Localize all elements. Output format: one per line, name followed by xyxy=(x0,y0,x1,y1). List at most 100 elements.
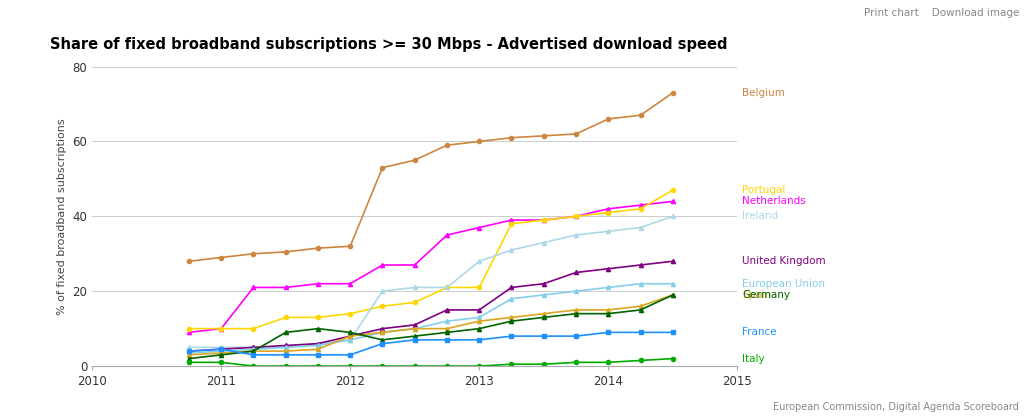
France xyxy=(377,341,389,346)
Belgium xyxy=(602,116,614,121)
Ireland xyxy=(570,233,583,238)
Netherlands xyxy=(538,218,550,223)
United Kingdom xyxy=(441,307,454,312)
Belgium xyxy=(635,113,647,118)
Germany xyxy=(409,334,421,339)
Italy xyxy=(183,360,196,365)
Germany xyxy=(473,326,485,331)
Belgium xyxy=(183,259,196,264)
United Kingdom xyxy=(602,266,614,271)
Portugal xyxy=(570,214,583,219)
France xyxy=(635,330,647,335)
Italy xyxy=(377,364,389,369)
Belgium xyxy=(538,133,550,138)
European Union xyxy=(570,289,583,294)
Netherlands xyxy=(667,199,679,204)
Ireland xyxy=(602,229,614,234)
Portugal xyxy=(409,300,421,305)
Italy xyxy=(280,364,292,369)
Italy xyxy=(441,364,454,369)
Line: France: France xyxy=(186,330,675,357)
France xyxy=(215,347,227,352)
Line: Germany: Germany xyxy=(186,293,675,361)
Belgium xyxy=(570,131,583,136)
Text: Ireland: Ireland xyxy=(742,211,778,221)
Germany xyxy=(538,315,550,320)
Ireland xyxy=(312,341,325,346)
Italy xyxy=(344,364,356,369)
Netherlands xyxy=(183,330,196,335)
Germany xyxy=(183,356,196,361)
European Union xyxy=(667,281,679,286)
Germany xyxy=(602,311,614,316)
Portugal xyxy=(538,218,550,223)
Text: Share of fixed broadband subscriptions >= 30 Mbps - Advertised download speed: Share of fixed broadband subscriptions >… xyxy=(50,37,728,52)
Netherlands xyxy=(473,225,485,230)
Belgium xyxy=(215,255,227,260)
Text: France: France xyxy=(742,327,777,337)
France xyxy=(473,337,485,342)
Portugal xyxy=(473,285,485,290)
European Union xyxy=(248,347,260,352)
Text: Netherlands: Netherlands xyxy=(742,196,806,206)
Portugal xyxy=(506,221,518,226)
Belgium xyxy=(441,143,454,148)
United Kingdom xyxy=(183,349,196,354)
Netherlands xyxy=(506,218,518,223)
Belgium xyxy=(409,158,421,163)
France xyxy=(248,352,260,357)
Ireland xyxy=(344,337,356,342)
Italy xyxy=(312,364,325,369)
Italy xyxy=(506,362,518,367)
France xyxy=(344,352,356,357)
European Union xyxy=(280,345,292,350)
Italy xyxy=(667,356,679,361)
Netherlands xyxy=(602,206,614,211)
Portugal xyxy=(377,304,389,309)
Ireland xyxy=(280,345,292,350)
France xyxy=(538,334,550,339)
Spain xyxy=(506,315,518,320)
United Kingdom xyxy=(248,345,260,350)
Italy xyxy=(248,364,260,369)
Germany xyxy=(667,292,679,297)
Line: Belgium: Belgium xyxy=(186,91,675,263)
Ireland xyxy=(183,345,196,350)
Italy xyxy=(570,360,583,365)
United Kingdom xyxy=(667,259,679,264)
Line: Spain: Spain xyxy=(186,293,675,357)
Germany xyxy=(215,352,227,357)
Netherlands xyxy=(215,326,227,331)
Germany xyxy=(635,307,647,312)
Spain xyxy=(473,319,485,324)
United Kingdom xyxy=(280,343,292,348)
Portugal xyxy=(215,326,227,331)
Ireland xyxy=(441,285,454,290)
Belgium xyxy=(312,245,325,250)
Portugal xyxy=(183,326,196,331)
Spain xyxy=(441,326,454,331)
European Union xyxy=(473,315,485,320)
Spain xyxy=(312,347,325,352)
Text: United Kingdom: United Kingdom xyxy=(742,256,826,266)
Netherlands xyxy=(377,262,389,267)
Portugal xyxy=(280,315,292,320)
Spain xyxy=(377,330,389,335)
France xyxy=(602,330,614,335)
Text: Spain: Spain xyxy=(742,290,772,300)
Germany xyxy=(248,349,260,354)
France xyxy=(312,352,325,357)
Spain xyxy=(602,307,614,312)
Germany xyxy=(570,311,583,316)
Belgium xyxy=(473,139,485,144)
Spain xyxy=(635,304,647,309)
Portugal xyxy=(441,285,454,290)
Text: Italy: Italy xyxy=(742,354,765,364)
Germany xyxy=(312,326,325,331)
European Union xyxy=(215,349,227,354)
United Kingdom xyxy=(538,281,550,286)
Netherlands xyxy=(635,203,647,208)
Text: European Commission, Digital Agenda Scoreboard: European Commission, Digital Agenda Scor… xyxy=(773,402,1019,412)
Italy xyxy=(602,360,614,365)
Ireland xyxy=(409,285,421,290)
